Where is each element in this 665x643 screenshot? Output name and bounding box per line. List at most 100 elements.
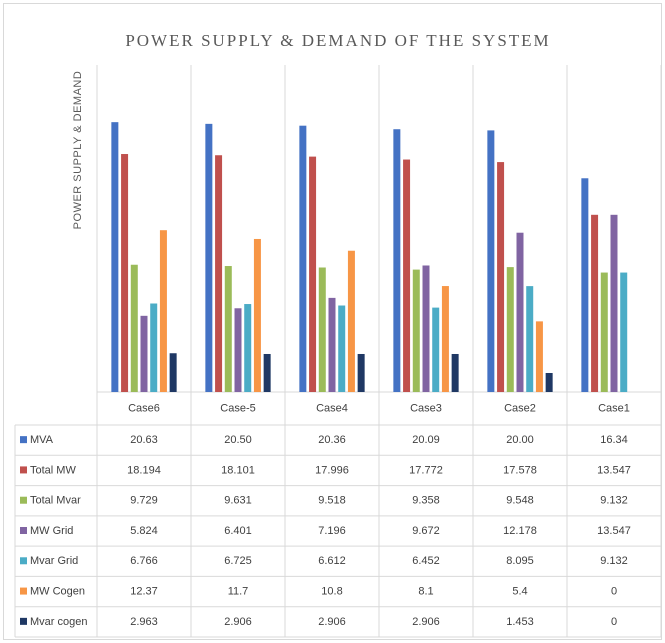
table-cell: 12.37: [130, 585, 158, 597]
table-cell: 9.548: [506, 495, 534, 507]
table-cell: 2.906: [224, 616, 252, 628]
legend-label: MVA: [30, 434, 54, 446]
bar: [441, 286, 449, 392]
bar: [357, 353, 365, 392]
bar: [263, 353, 271, 392]
bar: [130, 264, 138, 392]
bar: [215, 155, 223, 392]
bar: [328, 297, 336, 392]
table-cell: 0: [611, 585, 617, 597]
bar: [487, 130, 495, 392]
table-cell: 16.34: [600, 434, 628, 446]
bar: [600, 272, 608, 392]
bar: [318, 267, 326, 392]
table-cell: 9.132: [600, 495, 628, 507]
table-cell: 17.578: [503, 464, 537, 476]
table-cell: 9.729: [130, 495, 158, 507]
table-cell: 13.547: [597, 525, 631, 537]
bar: [545, 372, 553, 392]
bar: [412, 269, 420, 392]
legend-label: MW Cogen: [30, 585, 85, 597]
bar: [224, 266, 232, 392]
table-cell: 1.453: [506, 616, 534, 628]
table-cell: 6.612: [318, 555, 346, 567]
y-axis-label: POWER SUPPLY & DEMAND: [72, 71, 84, 230]
x-tick-label: Case1: [598, 402, 630, 414]
table-cell: 12.178: [503, 525, 537, 537]
bar: [591, 214, 599, 392]
legend-label: MW Grid: [30, 525, 73, 537]
bar: [338, 305, 346, 392]
legend-swatch: [20, 587, 27, 595]
bar: [535, 321, 543, 392]
table-cell: 17.772: [409, 464, 443, 476]
table-cell: 6.725: [224, 555, 252, 567]
table-cell: 20.00: [506, 434, 534, 446]
bar: [516, 232, 524, 392]
table-cell: 8.095: [506, 555, 534, 567]
table-cell: 18.101: [221, 464, 255, 476]
bar: [506, 267, 514, 392]
legend-label: Total Mvar: [30, 495, 81, 507]
bar: [244, 304, 252, 392]
table-cell: 13.547: [597, 464, 631, 476]
table-cell: 9.631: [224, 495, 252, 507]
bar: [111, 122, 119, 392]
table-cell: 20.50: [224, 434, 252, 446]
table-cell: 5.4: [512, 585, 527, 597]
bar: [451, 353, 459, 392]
bar: [526, 286, 534, 392]
table-cell: 5.824: [130, 525, 158, 537]
bar: [403, 159, 411, 392]
table-cell: 2.906: [412, 616, 440, 628]
bar: [422, 265, 430, 392]
bar: [393, 129, 401, 393]
legend-label: Total MW: [30, 464, 76, 476]
table-cell: 18.194: [127, 464, 161, 476]
bar: [309, 156, 317, 392]
legend-swatch: [20, 617, 27, 625]
bar: [581, 178, 589, 392]
bar: [159, 230, 167, 392]
x-tick-label: Case3: [410, 402, 442, 414]
table-cell: 9.672: [412, 525, 440, 537]
bar: [140, 315, 148, 392]
table-cell: 2.906: [318, 616, 346, 628]
bar: [169, 353, 177, 392]
bar: [121, 154, 129, 392]
table-cell: 17.996: [315, 464, 349, 476]
legend-swatch: [20, 496, 27, 504]
table-cell: 2.963: [130, 616, 158, 628]
x-tick-label: Case6: [128, 402, 160, 414]
table-cell: 7.196: [318, 525, 346, 537]
table-cell: 6.452: [412, 555, 440, 567]
table-cell: 8.1: [418, 585, 433, 597]
table-cell: 9.518: [318, 495, 346, 507]
table-cell: 10.8: [321, 585, 342, 597]
legend-swatch: [20, 557, 27, 565]
bar: [253, 238, 261, 392]
bar: [234, 308, 242, 392]
bar: [432, 307, 440, 392]
table-cell: 9.132: [600, 555, 628, 567]
legend-label: Mvar cogen: [30, 616, 87, 628]
bar: [620, 272, 628, 392]
bar: [150, 303, 158, 392]
table-cell: 20.09: [412, 434, 440, 446]
table-cell: 11.7: [228, 585, 249, 597]
x-tick-label: Case2: [504, 402, 536, 414]
bar: [205, 123, 213, 393]
bar: [610, 214, 618, 392]
table-cell: 6.766: [130, 555, 158, 567]
chart-title: POWER SUPPLY & DEMAND OF THE SYSTEM: [125, 31, 550, 50]
table-cell: 20.36: [318, 434, 346, 446]
table-cell: 9.358: [412, 495, 440, 507]
bar: [347, 250, 355, 392]
legend-swatch: [20, 527, 27, 534]
legend-swatch: [20, 436, 27, 444]
table-cell: 6.401: [224, 525, 252, 537]
table-cell: 0: [611, 616, 617, 628]
bar: [497, 162, 505, 392]
x-tick-label: Case4: [316, 402, 348, 414]
